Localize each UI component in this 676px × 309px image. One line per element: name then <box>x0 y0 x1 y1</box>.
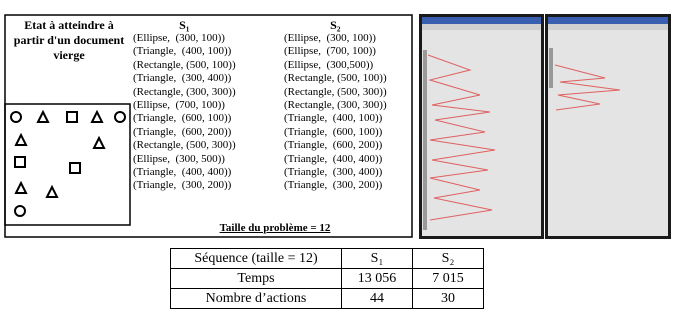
target-shapes <box>11 112 125 216</box>
action: (Triangle, (400, 100)) <box>133 45 236 58</box>
action: (Rectangle, (500, 100)) <box>284 72 387 85</box>
header-cell: S₁ <box>342 249 413 269</box>
action: (Rectangle, (300, 300)) <box>133 86 236 99</box>
cell: Temps <box>171 269 342 289</box>
action: (Rectangle, (500, 100)) <box>133 59 236 72</box>
header-cell: S₂ <box>413 249 484 269</box>
cell: Nombre d’actions <box>171 289 342 309</box>
sequence-column: S₁(Ellipse, (300, 100))(Triangle, (400, … <box>133 18 236 193</box>
action: (Triangle, (300, 200)) <box>133 179 236 192</box>
cell: 30 <box>413 289 484 309</box>
action: (Rectangle, (300, 300)) <box>284 99 387 112</box>
screenshot-2 <box>545 14 671 239</box>
sequence-column: S₂(Ellipse, (300, 100))(Ellipse, (700, 1… <box>284 18 387 193</box>
action: (Triangle, (600, 100)) <box>133 112 236 125</box>
action: (Triangle, (300, 400)) <box>284 166 387 179</box>
cell: 13 056 <box>342 269 413 289</box>
action: (Triangle, (400, 400)) <box>133 166 236 179</box>
header-cell: Séquence (taille = 12) <box>171 249 342 269</box>
action: (Ellipse, (700, 100)) <box>284 45 387 58</box>
action: (Triangle, (600, 200)) <box>284 139 387 152</box>
action: (Triangle, (400, 100)) <box>284 112 387 125</box>
sequence-name: S₂ <box>284 18 387 32</box>
action: (Triangle, (600, 200)) <box>133 126 236 139</box>
sequence-name: S₁ <box>133 18 236 32</box>
action: (Triangle, (300, 200)) <box>284 179 387 192</box>
action: (Rectangle, (500, 300)) <box>133 139 236 152</box>
action: (Ellipse, (300,500)) <box>284 59 387 72</box>
cell: 44 <box>342 289 413 309</box>
action: (Triangle, (300, 400)) <box>133 72 236 85</box>
action: (Rectangle, (500, 300)) <box>284 86 387 99</box>
action: (Ellipse, (300, 500)) <box>133 153 236 166</box>
cell: 7 015 <box>413 269 484 289</box>
goal-label: Etat à atteindre à partir d'un document … <box>8 18 130 63</box>
action: (Triangle, (400, 400)) <box>284 153 387 166</box>
action: (Ellipse, (700, 100)) <box>133 99 236 112</box>
action: (Triangle, (600, 100)) <box>284 126 387 139</box>
caption: Taille du problème = 12 <box>140 222 410 234</box>
action: (Ellipse, (300, 100)) <box>133 32 236 45</box>
page: Etat à atteindre à partir d'un document … <box>0 0 676 309</box>
screenshot-1 <box>419 14 544 239</box>
action: (Ellipse, (300, 100)) <box>284 32 387 45</box>
